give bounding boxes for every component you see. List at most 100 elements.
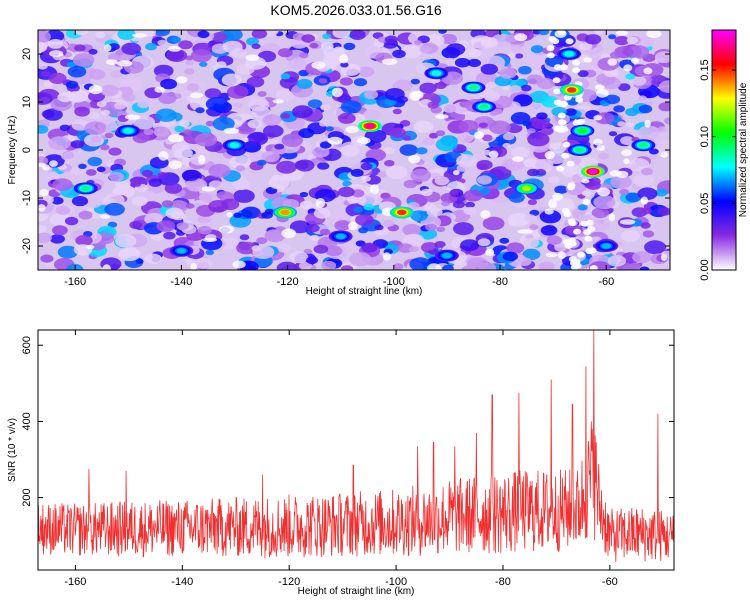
heatmap-cell — [541, 96, 560, 108]
colorbar-tick-label: 0.05 — [699, 193, 711, 214]
heatmap-cell — [465, 201, 475, 208]
heatmap-cell — [141, 169, 153, 177]
heatmap-cell — [205, 249, 214, 256]
heatmap-cell — [415, 147, 428, 155]
heatmap-cell — [185, 203, 195, 209]
heatmap-cell — [342, 248, 353, 255]
heatmap-cell — [276, 160, 297, 174]
heatmap-cell — [538, 261, 555, 270]
heatmap-cell — [303, 248, 313, 255]
heatmap-cell — [357, 137, 371, 145]
heatmap-cell — [153, 127, 170, 137]
heatmap-cell — [66, 61, 76, 68]
bottom-x-tick-label: -100 — [385, 576, 407, 588]
heatmap-cell — [340, 265, 354, 270]
heatmap-cell — [540, 225, 558, 236]
heatmap-cell — [577, 251, 585, 258]
heatmap-cell — [527, 199, 538, 206]
heatmap-cell — [86, 244, 95, 250]
heatmap-cell — [167, 134, 184, 143]
top-y-tick-label: -20 — [21, 238, 33, 254]
heatmap-cell — [593, 138, 603, 146]
colorbar-tick-label: 0.10 — [699, 126, 711, 147]
heatmap-cell — [523, 237, 540, 248]
heatmap-cell — [509, 85, 522, 94]
heatmap-cell — [435, 130, 446, 137]
heatmap-cell — [619, 188, 630, 196]
heatmap-cell — [644, 240, 667, 255]
heatmap-cell — [647, 154, 658, 161]
heatmap-cell — [176, 222, 189, 230]
heatmap-cell — [84, 121, 107, 135]
heatmap-cell — [660, 254, 668, 261]
heatmap-cell — [466, 257, 489, 270]
heatmap-cell — [84, 197, 102, 208]
heatmap-cell — [245, 54, 260, 61]
heatmap-cell — [306, 223, 320, 233]
heatmap-cell — [181, 169, 200, 181]
heatmap-hotspot — [229, 142, 240, 148]
heatmap-cell — [103, 193, 125, 207]
heatmap-cell — [155, 108, 177, 122]
heatmap-cell — [440, 33, 457, 45]
heatmap-cell — [198, 82, 207, 88]
top-x-tick-label: -60 — [598, 276, 614, 288]
heatmap-cell — [197, 30, 210, 39]
heatmap-cell — [609, 51, 622, 59]
heatmap-cell — [560, 101, 569, 107]
heatmap-cell — [577, 204, 588, 211]
heatmap-cell — [565, 38, 574, 45]
heatmap-cell — [476, 163, 488, 171]
heatmap-cell — [561, 152, 570, 159]
heatmap-cell — [597, 187, 611, 197]
heatmap-cell — [133, 115, 156, 130]
heatmap-cell — [319, 121, 328, 127]
heatmap-cell — [474, 131, 485, 139]
heatmap-cell — [562, 141, 571, 148]
colorbar-tick-label: 0.00 — [699, 259, 711, 280]
heatmap-cell — [201, 186, 216, 192]
heatmap-cell — [251, 30, 268, 39]
heatmap-cell — [480, 37, 499, 48]
heatmap-cell — [539, 210, 562, 224]
heatmap-cell — [301, 34, 316, 43]
heatmap-cell — [640, 196, 649, 205]
heatmap-cell — [384, 35, 398, 44]
heatmap-cell — [110, 70, 123, 78]
heatmap-cell — [529, 224, 539, 231]
heatmap-cell — [554, 185, 568, 194]
heatmap-cell — [581, 178, 590, 184]
heatmap-cell — [178, 40, 193, 50]
heatmap-cell — [219, 225, 235, 234]
heatmap-cell — [349, 30, 366, 40]
heatmap-cell — [313, 208, 331, 219]
heatmap-cell — [434, 81, 447, 90]
heatmap-cell — [453, 222, 474, 236]
heatmap-cell — [184, 68, 195, 75]
heatmap-cell — [38, 41, 48, 53]
heatmap-cell — [195, 107, 205, 114]
heatmap-cell — [502, 133, 515, 141]
heatmap-cell — [614, 35, 630, 46]
heatmap-cell — [288, 58, 307, 70]
heatmap-cell — [482, 216, 505, 231]
heatmap-cell — [488, 120, 511, 135]
heatmap-cell — [584, 34, 602, 45]
heatmap-hotspot — [81, 185, 91, 192]
heatmap-cell — [445, 43, 466, 56]
heatmap-cell — [625, 192, 642, 203]
heatmap-cell — [508, 218, 520, 226]
heatmap-cell — [212, 116, 235, 131]
heatmap-cell — [38, 224, 47, 233]
heatmap-cell — [322, 55, 341, 67]
colorbar-tick-label: 0.15 — [699, 59, 711, 80]
top-x-axis-label: Height of straight line (km) — [306, 286, 423, 297]
heatmap-cell — [435, 137, 458, 152]
heatmap-cell — [299, 52, 309, 59]
heatmap-cell — [607, 58, 618, 66]
heatmap-cell — [90, 136, 102, 143]
heatmap-cell — [356, 193, 378, 207]
heatmap-cell — [382, 219, 395, 227]
heatmap-cell — [557, 251, 567, 259]
heatmap-cell — [518, 65, 532, 75]
